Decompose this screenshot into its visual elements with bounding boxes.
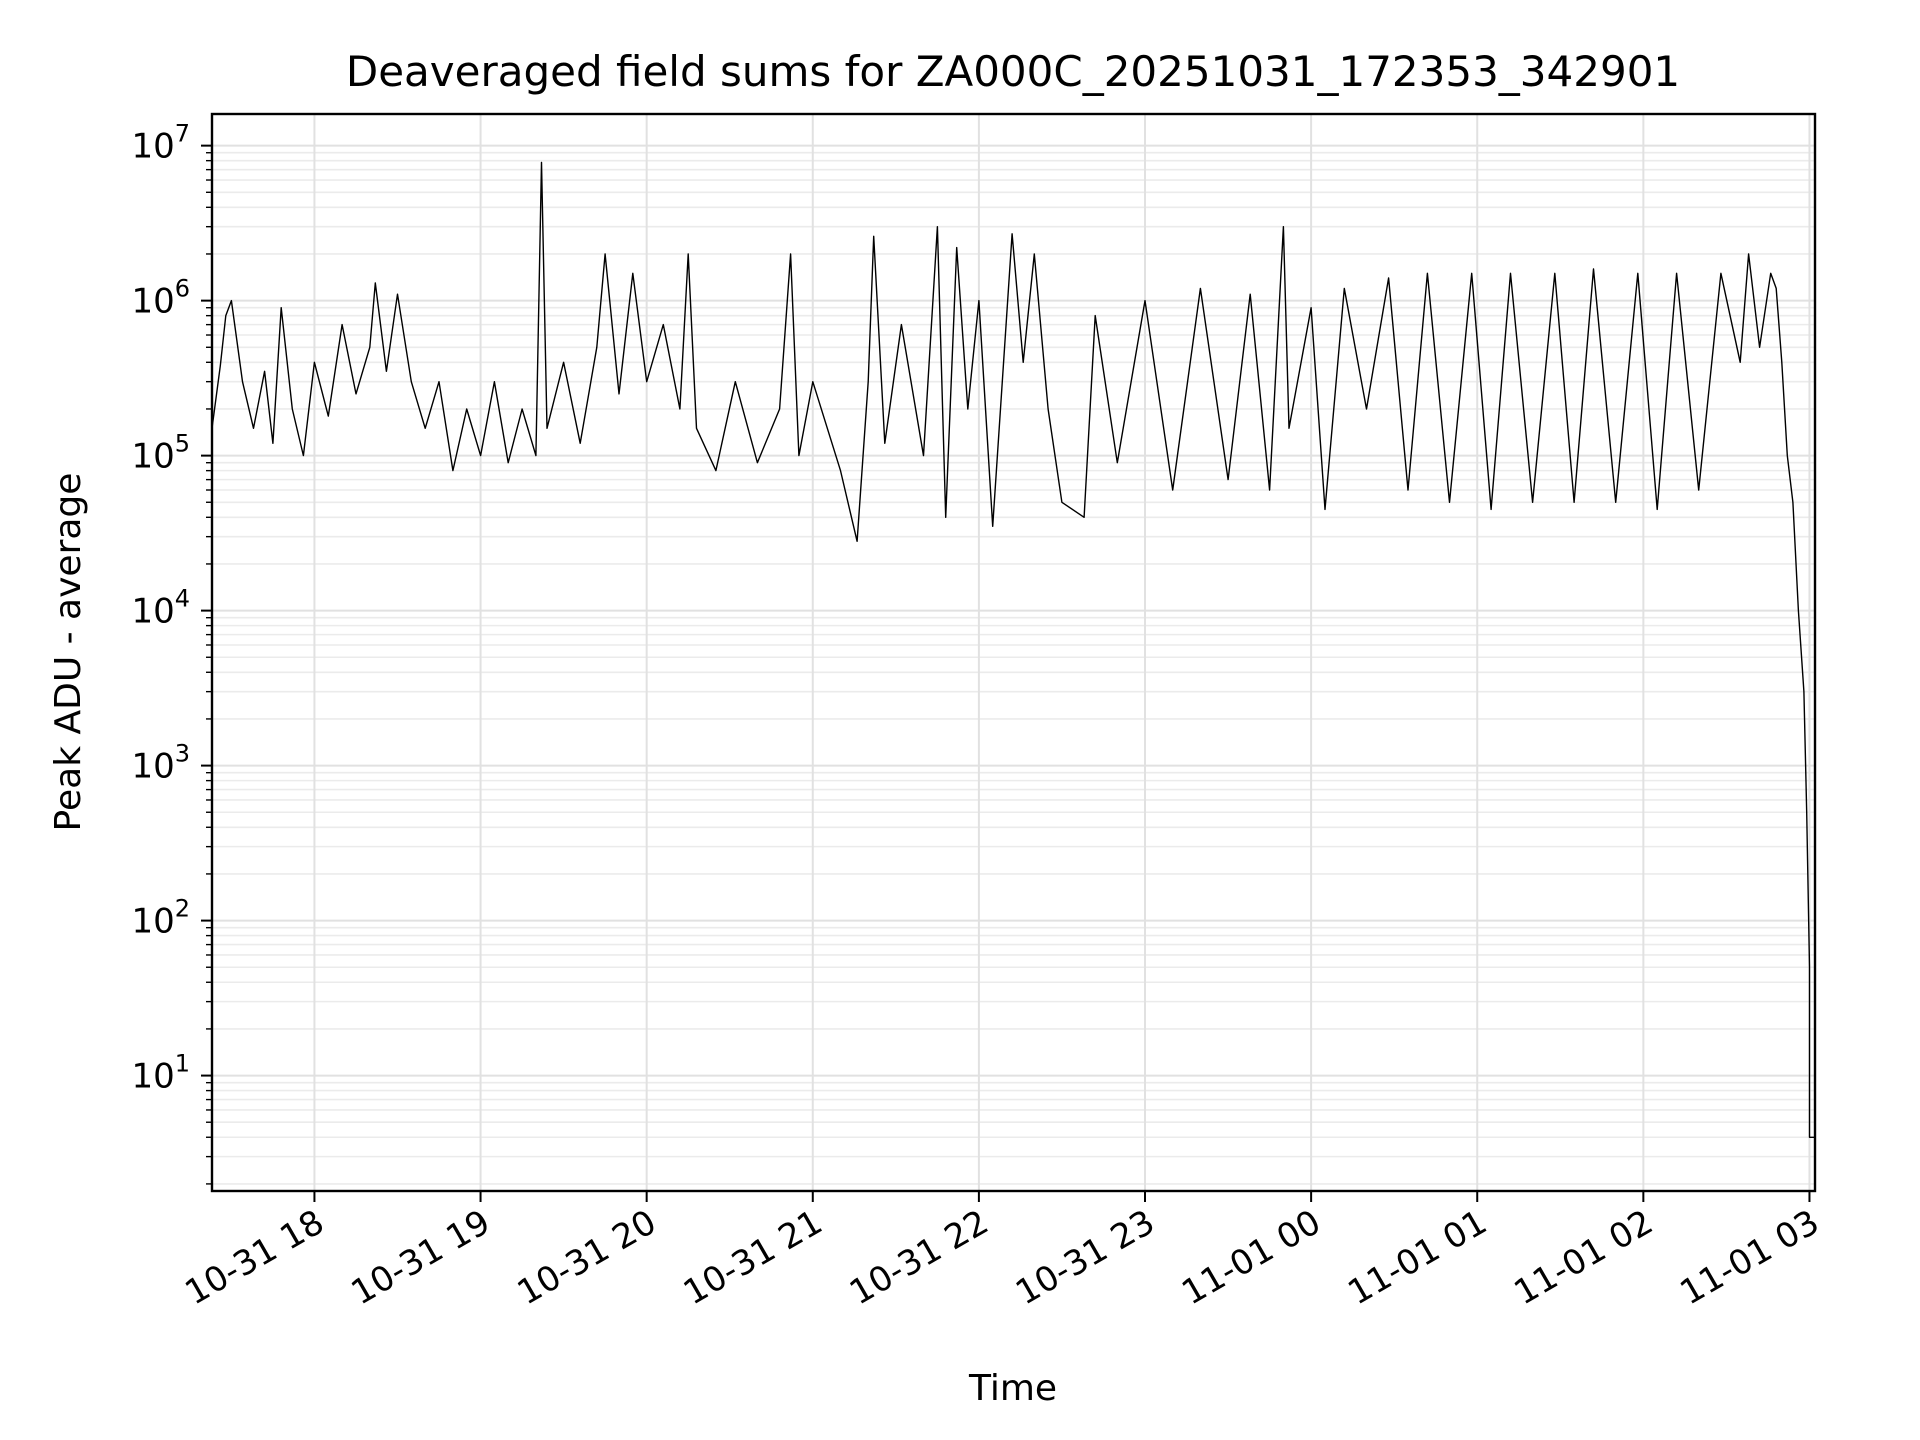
x-axis-label: Time [968, 1368, 1057, 1409]
series-layer [211, 161, 1815, 1139]
y-tick-label: 104 [131, 585, 190, 632]
y-tick-label: 106 [131, 275, 190, 322]
y-tick-label: 107 [131, 120, 190, 167]
grid [212, 114, 1815, 1191]
series-line [211, 161, 1815, 1139]
y-tick-label: 101 [131, 1050, 190, 1097]
y-tick-label: 102 [131, 895, 190, 942]
y-tick-label: 105 [131, 430, 190, 477]
y-tick-label: 103 [131, 740, 190, 787]
y-axis-label: Peak ADU - average [48, 473, 89, 832]
plot-frame [210, 112, 1817, 1193]
chart-title: Deaveraged field sums for ZA000C_2025103… [346, 47, 1680, 96]
y-axis: 101 102 103 104 105 106 107 [131, 120, 212, 1185]
